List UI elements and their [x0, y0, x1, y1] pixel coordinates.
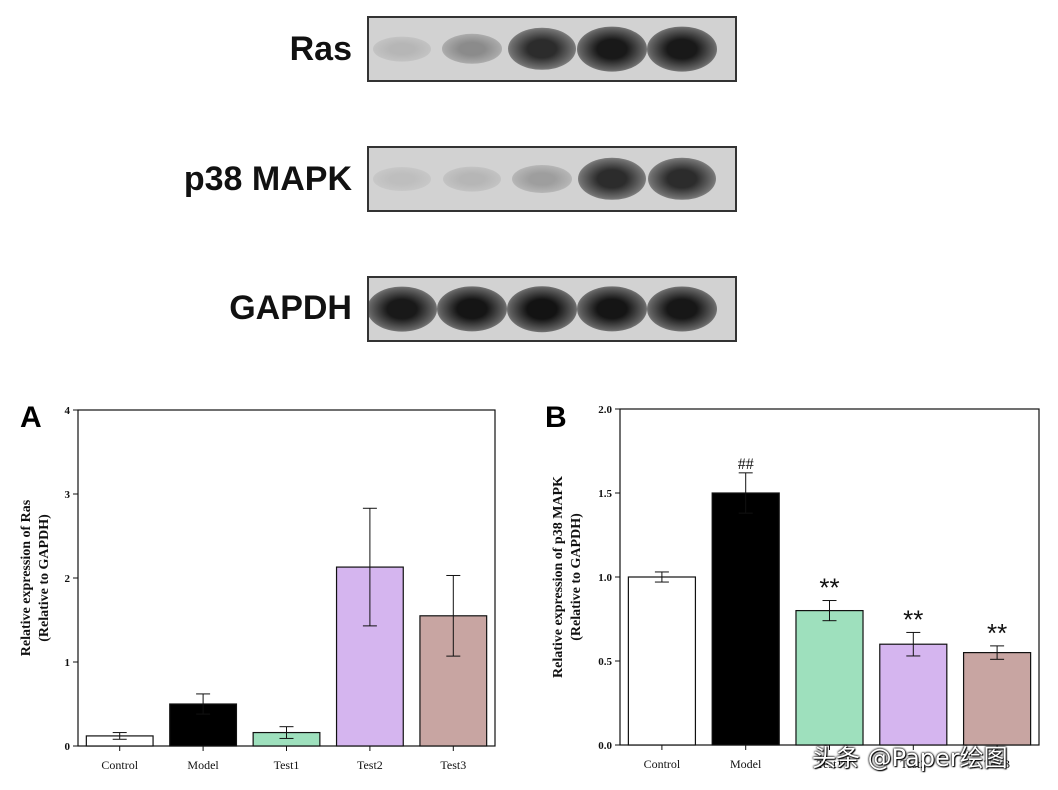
x-tick-label: Control — [101, 758, 138, 772]
x-tick-label: Test3 — [984, 757, 1010, 771]
blot-band — [512, 165, 572, 193]
watermark: 头条 @Paper绘图 — [812, 744, 1008, 772]
x-tick-label: Model — [730, 757, 762, 771]
y-axis-label: (Relative to GAPDH) — [37, 514, 52, 642]
y-tick-label: 4 — [65, 405, 71, 417]
x-tick-label: Control — [644, 757, 681, 771]
blot-ras — [367, 16, 737, 82]
bar-test3 — [962, 651, 1032, 746]
blot-band — [441, 33, 503, 65]
y-axis-label: Relative expression of p38 MAPK — [551, 476, 566, 678]
blot-band — [443, 166, 501, 192]
blot-label-p38: p38 MAPK — [183, 160, 352, 198]
x-tick-label: Test1 — [817, 757, 843, 771]
y-tick-label: 2.0 — [598, 404, 612, 416]
panel-letter-B: B — [545, 401, 567, 434]
blot-band — [647, 286, 717, 332]
panel-letter-A: A — [20, 401, 42, 434]
bar-test2 — [879, 643, 948, 746]
blot-band — [648, 157, 716, 201]
blot-label-gapdh: GAPDH — [229, 289, 352, 327]
y-tick-label: 2 — [65, 573, 71, 585]
blot-band — [369, 286, 437, 332]
blot-gapdh — [367, 276, 737, 342]
y-tick-label: 1.5 — [598, 488, 612, 500]
blot-band — [577, 26, 647, 72]
bar-model — [711, 492, 780, 746]
blot-band — [507, 286, 577, 332]
blot-band — [647, 26, 717, 72]
blot-band — [577, 286, 647, 332]
y-tick-label: 1.0 — [598, 572, 612, 584]
significance-marker: ** — [819, 573, 839, 603]
blot-band — [578, 157, 646, 201]
y-axis-label: (Relative to GAPDH) — [569, 513, 584, 641]
blot-label-ras: Ras — [289, 30, 352, 68]
x-tick-label: Test2 — [900, 757, 926, 771]
y-axis-label: Relative expression of Ras — [19, 499, 34, 656]
y-tick-label: 0.0 — [598, 740, 612, 752]
significance-marker: ** — [903, 604, 923, 634]
significance-marker: ** — [987, 618, 1007, 648]
x-tick-label: Test1 — [274, 758, 300, 772]
bar-test1 — [795, 609, 864, 746]
bar-control — [627, 576, 697, 746]
blot-p38 — [367, 146, 737, 212]
y-tick-label: 3 — [65, 489, 71, 501]
y-tick-label: 0 — [65, 741, 71, 753]
y-tick-label: 1 — [65, 657, 71, 669]
blot-band — [437, 286, 507, 332]
blot-band — [373, 167, 431, 191]
blot-band — [508, 27, 576, 71]
significance-marker: ## — [738, 456, 754, 473]
blot-band — [373, 36, 431, 62]
x-tick-label: Test2 — [357, 758, 383, 772]
x-tick-label: Model — [187, 758, 219, 772]
x-tick-label: Test3 — [440, 758, 466, 772]
y-tick-label: 0.5 — [598, 656, 612, 668]
